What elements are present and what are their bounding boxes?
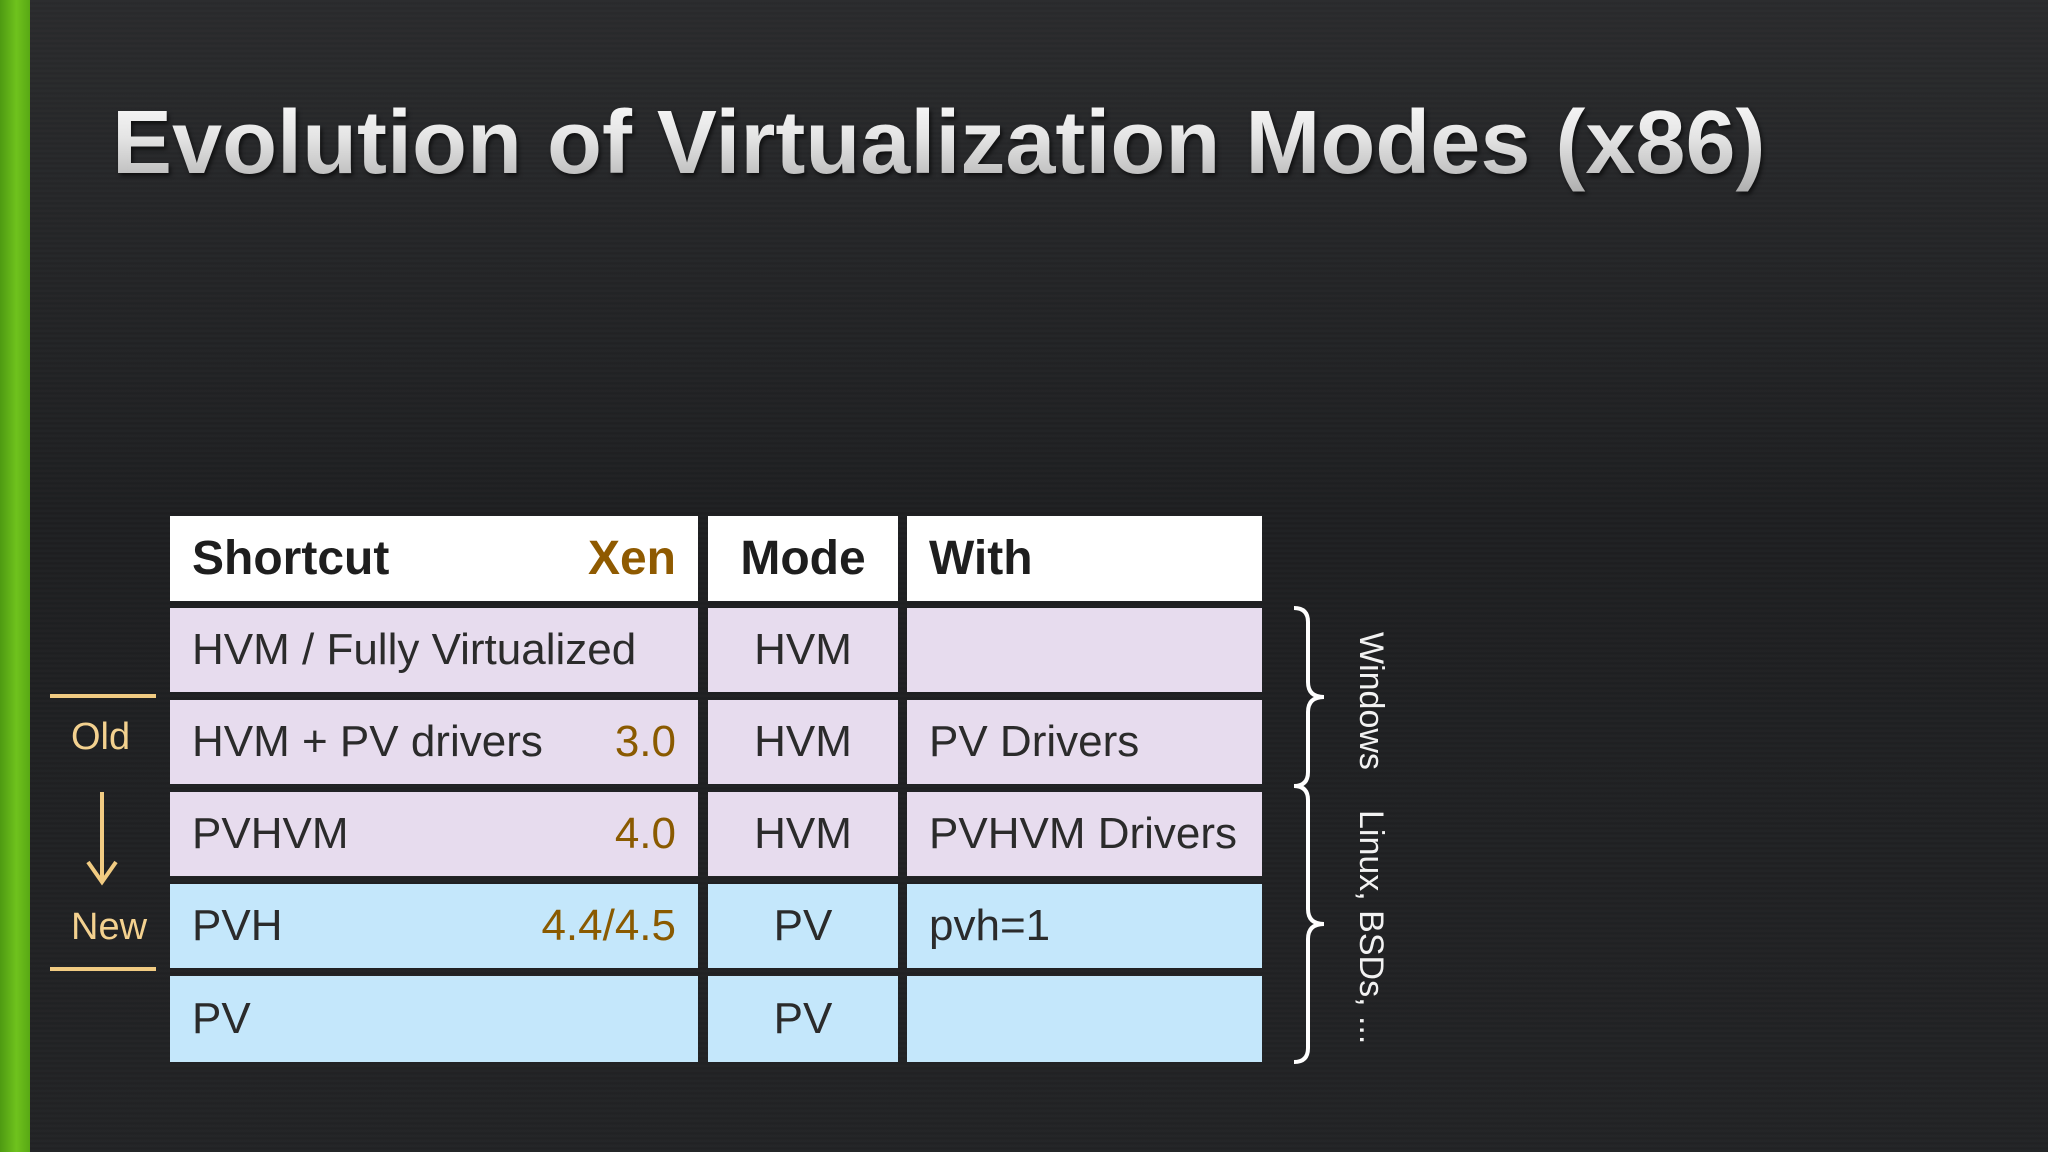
timeline-new-label: New [71, 906, 148, 948]
row-with-cell [907, 608, 1262, 692]
header-shortcut-cell: Shortcut Xen [170, 516, 698, 601]
slide-title: Evolution of Virtualization Modes (x86) [112, 88, 1766, 198]
row-with-cell: PVHVM Drivers [907, 792, 1262, 876]
table-row: PV [170, 976, 698, 1062]
row-shortcut: PV [192, 994, 251, 1043]
header-mode: Mode [740, 532, 866, 585]
table-row: PVHVM 4.0 [170, 792, 698, 876]
row-shortcut: HVM + PV drivers [192, 717, 543, 766]
arrow-down-icon [86, 792, 118, 886]
table-row: HVM / Fully Virtualized [170, 608, 698, 692]
row-xen-version: 4.4/4.5 [541, 901, 676, 950]
row-mode-cell: PV [708, 976, 898, 1062]
row-mode: PV [773, 994, 833, 1043]
header-mode-cell: Mode [708, 516, 898, 601]
row-shortcut: PVH [192, 901, 283, 950]
header-xen: Xen [587, 532, 676, 585]
row-mode: PV [773, 901, 833, 950]
row-mode-cell: PV [708, 884, 898, 968]
row-with-cell: PV Drivers [907, 700, 1262, 784]
row-xen-version: 3.0 [614, 717, 676, 766]
row-mode: HVM [754, 717, 852, 766]
row-xen-version: 4.0 [614, 809, 676, 858]
accent-bar [0, 0, 30, 1152]
table-row: PVH 4.4/4.5 [170, 884, 698, 968]
table-row: HVM + PV drivers 3.0 [170, 700, 698, 784]
timeline-top-line [50, 694, 156, 698]
row-shortcut: HVM / Fully Virtualized [192, 625, 637, 674]
row-with: PVHVM Drivers [929, 809, 1238, 858]
row-with-cell: pvh=1 [907, 884, 1262, 968]
windows-group-label: Windows [1352, 632, 1390, 770]
header-with-cell: With [907, 516, 1262, 601]
timeline-old-label: Old [71, 716, 131, 758]
row-with-cell [907, 976, 1262, 1062]
linux-brace-icon [1293, 784, 1325, 1064]
header-with: With [929, 532, 1033, 585]
header-shortcut: Shortcut [192, 532, 390, 585]
row-mode-cell: HVM [708, 792, 898, 876]
row-mode-cell: HVM [708, 608, 898, 692]
row-with: PV Drivers [929, 717, 1140, 766]
windows-brace-icon [1293, 606, 1325, 788]
row-mode: HVM [754, 625, 852, 674]
row-shortcut: PVHVM [192, 809, 349, 858]
row-with: pvh=1 [929, 901, 1051, 950]
timeline-bottom-line [50, 967, 156, 971]
group-braces [1293, 606, 1325, 1064]
row-mode-cell: HVM [708, 700, 898, 784]
row-mode: HVM [754, 809, 852, 858]
linux-group-label: Linux, BSDs, ... [1352, 810, 1390, 1045]
